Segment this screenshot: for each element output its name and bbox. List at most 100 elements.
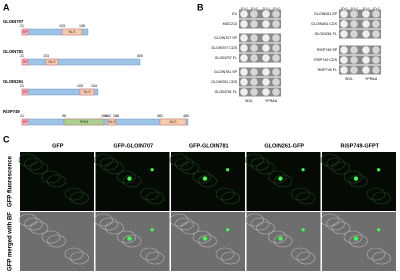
cell-outline	[372, 251, 391, 265]
yeast-spot	[262, 88, 270, 96]
nucleus-signal	[150, 228, 154, 232]
cell-outline	[331, 221, 351, 235]
strain-label: EV	[232, 12, 237, 16]
cell-outline	[41, 230, 61, 244]
cell-outline	[372, 191, 391, 205]
cell-outline	[122, 234, 142, 248]
yeast-spot	[240, 68, 248, 76]
panel-a: A GLOIN707 SP NLS 21 103 136 GLOIN781 SP NLS 21 10…	[3, 2, 189, 126]
cell-outline	[331, 161, 351, 175]
strain-label: GLOIN261 SP	[314, 12, 338, 16]
protein-bar	[21, 58, 141, 66]
yeast-spot	[240, 34, 248, 42]
domain-label: NLS	[49, 60, 57, 64]
cell-outline	[180, 161, 200, 175]
cell-outline	[47, 234, 66, 248]
nucleus-signal	[127, 176, 132, 181]
yeast-spot	[240, 10, 248, 18]
domain	[159, 118, 187, 126]
protein-name: RiSP749	[3, 109, 20, 114]
cell-outline	[192, 230, 212, 244]
cell-outline	[343, 170, 363, 184]
nucleus-signal	[127, 236, 132, 241]
yeast-spot	[372, 46, 380, 54]
plate-strip	[239, 43, 281, 53]
column-title: RiSP749-GFPT	[340, 143, 379, 149]
cell-outline	[24, 217, 43, 231]
dilution: 10⁻¹	[262, 7, 270, 11]
yeast-spot	[262, 78, 270, 86]
domain	[21, 58, 29, 66]
domain	[21, 28, 29, 36]
column-title: GFP-GLOIN707	[113, 143, 153, 149]
cell-outline	[245, 153, 264, 167]
domain-label: NLS	[69, 30, 77, 34]
cell-outline	[215, 187, 235, 201]
position: 103	[43, 54, 49, 58]
plate-strip	[339, 55, 381, 65]
yeast-spot	[350, 10, 358, 18]
dilution: 10⁻¹	[240, 7, 248, 11]
nucleus-signal	[353, 236, 359, 241]
yeast-spot	[340, 66, 348, 74]
cell-outline	[343, 230, 363, 244]
cell-outline	[291, 187, 310, 201]
yeast-spot	[372, 56, 380, 64]
yeast-spot	[262, 68, 270, 76]
strain-label: MGC213	[223, 22, 237, 26]
position: 21	[20, 24, 24, 28]
strain-label: GLOIN781 SP	[214, 70, 238, 74]
plate-strip	[339, 9, 381, 19]
cell-outline	[320, 153, 340, 167]
cell-outline	[268, 230, 287, 244]
yeast-spot	[372, 66, 380, 74]
yeast-spot	[262, 54, 270, 62]
cell-outline	[70, 251, 89, 265]
cell-outline	[180, 221, 200, 235]
medium: YPRAA	[365, 77, 378, 81]
cell-outline	[273, 174, 293, 188]
yeast-spot	[362, 30, 370, 38]
yeast-spot	[340, 56, 348, 64]
plate-strip	[339, 19, 381, 29]
domain	[63, 118, 105, 126]
domain-label: NLS	[170, 120, 178, 124]
cell-outline	[47, 174, 66, 188]
strain-label: RiSP749 FL	[318, 68, 337, 72]
position: 188	[113, 114, 119, 118]
position: 21	[20, 84, 24, 88]
yeast-spot	[250, 10, 258, 18]
cell-outline	[326, 217, 345, 231]
yeast-spot	[272, 54, 280, 62]
yeast-spot	[372, 20, 380, 28]
position: 600	[137, 54, 143, 58]
yeast-spot	[272, 78, 280, 86]
dilution: 10⁻¹	[362, 7, 370, 11]
yeast-spot	[240, 20, 248, 28]
column-title: GFP	[52, 143, 64, 149]
cell-outline	[64, 187, 84, 201]
cell-outline	[291, 247, 310, 261]
domain-label: SP	[23, 60, 28, 64]
nucleus-signal	[377, 228, 381, 232]
strain-label: RiSP749 CDS	[314, 58, 337, 62]
domain-label: NLS	[84, 90, 92, 94]
yeast-spot	[240, 78, 248, 86]
position: 460	[183, 114, 189, 118]
yeast-spot	[372, 10, 380, 18]
cell-outline	[29, 161, 49, 175]
nucleus-signal	[353, 176, 359, 181]
nucleus-signal	[202, 176, 208, 181]
cell-outline	[70, 191, 89, 205]
medium: SD/L	[245, 99, 253, 103]
yeast-spot	[272, 10, 280, 18]
strain-label: GLOIN707 FL	[215, 56, 237, 60]
cell-outline	[273, 234, 293, 248]
cell-outline	[41, 170, 61, 184]
yeast-spot	[340, 20, 348, 28]
cell-outline	[24, 157, 43, 171]
cell-outline	[99, 217, 119, 231]
nucleus-signal	[226, 168, 230, 172]
protein-name: GLOIN707	[3, 19, 24, 24]
protein-name: GLOIN261	[3, 79, 24, 84]
